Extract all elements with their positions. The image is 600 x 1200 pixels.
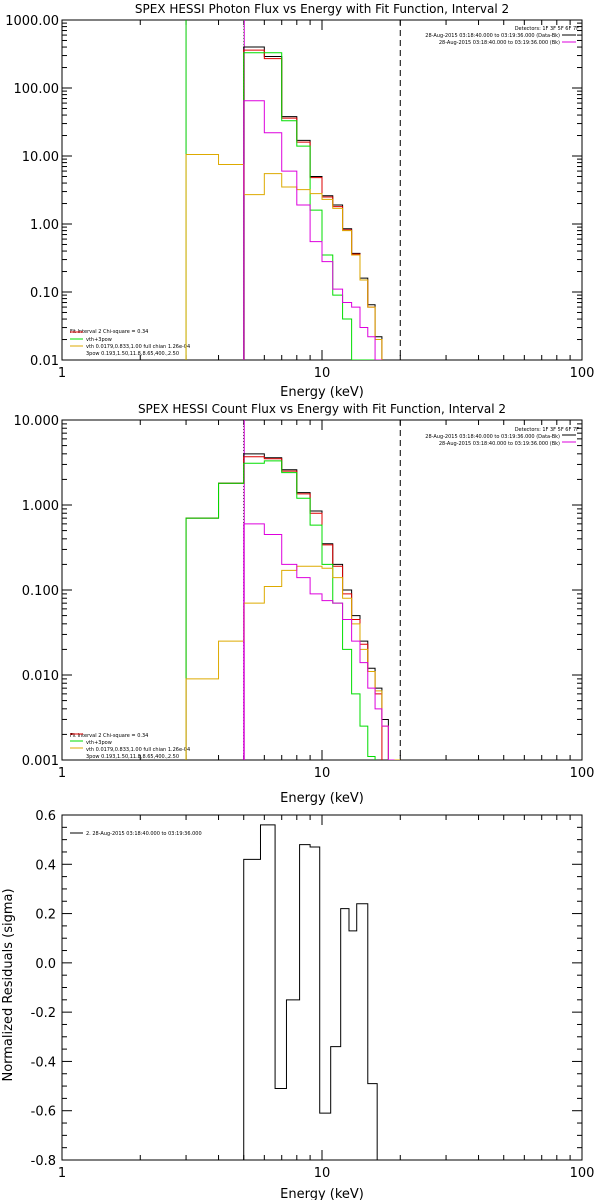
panel1-legend-right-1: 28-Aug-2015 03:18:40.000 to 03:19:36.000… [439,40,560,46]
panel2-ytick-label: 1.000 [22,499,59,514]
panel1-ytick-label: 1000.00 [5,14,59,29]
panel1-xtick-label: 1 [58,366,66,381]
panel3-ytick-label: 0.2 [35,908,56,923]
panel1-legend-left-2: 3pow 0.193,1.50,11.8,8.65,400.,2.50 [86,351,179,357]
panel1-ytick-label: 10.00 [22,150,59,165]
panel2-ytick-label: 0.100 [22,584,59,599]
panel3-xtick-label: 1 [58,1166,66,1181]
panel3-legend-left-0: 2. 28-Aug-2015 03:18:40.000 to 03:19:36.… [86,831,202,837]
panel1-ytick-label: 0.01 [30,354,59,369]
panel2-title: SPEX HESSI Count Flux vs Energy with Fit… [138,402,506,416]
panel3-ytick-label: -0.6 [31,1105,56,1120]
panel2-xtick-label: 10 [314,766,331,781]
panel3-ytick-label: -0.8 [31,1154,56,1169]
panel3-ytick-label: 0.4 [35,858,56,873]
panel2-series-2 [185,460,376,760]
panel2-series-group [185,453,401,760]
panel-residuals: Energy (keV) Normalized Residuals (sigma… [1,831,364,1200]
panel3-series-group [243,824,378,1160]
panel1-detectors: Detectors: 1F 3F 5F 6F 7F [515,26,579,32]
panel1-title: SPEX HESSI Photon Flux vs Energy with Fi… [135,2,509,16]
panel2-xlabel: Energy (keV) [280,791,364,806]
panel1-ytick-label: 0.10 [30,286,59,301]
panel3-ytick-label: 0.6 [35,809,56,824]
panel2-legend-left-1: vth 0.0179,0.833,1.00 full chian 1.26e-0… [86,747,190,753]
panel2-ytick-label: 0.010 [22,669,59,684]
panel2-ytick-label: 10.000 [14,414,60,429]
panel3-series-0 [243,824,378,1160]
panel1-xtick-label: 100 [570,366,595,381]
panel1-ytick-label: 1.00 [30,218,59,233]
panel3-xlabel: Energy (keV) [280,1187,364,1200]
panel2-legend-right-1: 28-Aug-2015 03:18:40.000 to 03:19:36.000… [439,441,560,447]
panel2-xtick-label: 1 [58,766,66,781]
panel3-ytick-label: 0.0 [35,957,56,972]
panel2-legend-left-2: 3pow 0.193,1.50,11.8,8.65,400.,2.50 [86,754,179,760]
panel3-xtick-label: 100 [570,1166,595,1181]
panel1-legend-left-title: Fit Interval 2 Chi-square = 0.34 [70,329,148,335]
panel2-series-3 [185,565,401,760]
panel-photon-flux: SPEX HESSI Photon Flux vs Energy with Fi… [70,2,579,400]
panel3-ytick-label: -0.4 [31,1055,56,1070]
panel1-legend-right-0: 28-Aug-2015 03:18:40.000 to 03:19:36.000… [425,33,560,39]
panel1-legend-left-0: vth+3pow [86,337,112,343]
panel2-detectors: Detectors: 1F 3F 5F 6F 7F [515,427,579,433]
panel2-series-4 [243,523,395,760]
panel1-xtick-label: 10 [314,366,331,381]
panel2-xtick-label: 100 [570,766,595,781]
panel1-legend-left-1: vth 0.0179,0.833,1.00 full chian 1.26e-0… [86,344,190,350]
panel3-xtick-label: 10 [314,1166,331,1181]
panel3-ylabel: Normalized Residuals (sigma) [1,888,16,1081]
panel2-legend-left-0: vth+3pow [86,740,112,746]
panel2-legend-left-title: Fit Interval 2 Chi-square = 0.34 [70,733,148,739]
panel1-series-4 [243,100,382,360]
panel1-ytick-label: 100.00 [14,82,60,97]
panel2-legend-right-0: 28-Aug-2015 03:18:40.000 to 03:19:36.000… [425,434,560,440]
panel3-ytick-label: -0.2 [31,1006,56,1021]
panel1-series-group [185,46,401,360]
panel-count-flux: SPEX HESSI Count Flux vs Energy with Fit… [70,402,579,806]
panel2-ytick-label: 0.001 [22,754,59,769]
panel1-xlabel: Energy (keV) [280,385,364,400]
